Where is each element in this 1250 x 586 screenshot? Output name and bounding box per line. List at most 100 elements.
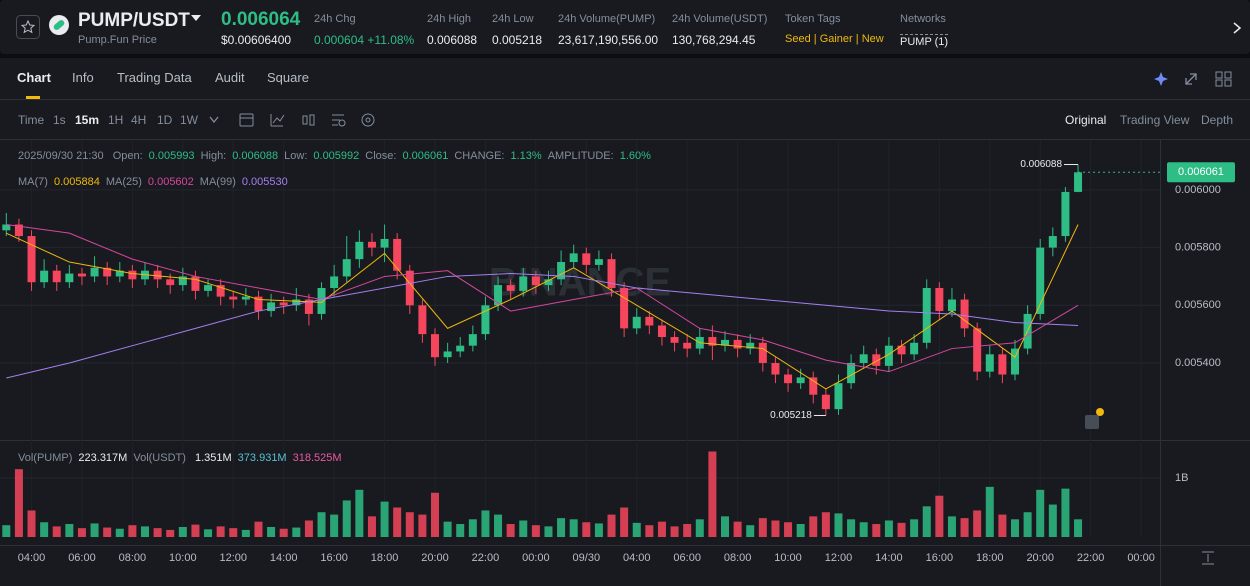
volume-bar xyxy=(393,507,402,537)
candle-body xyxy=(481,305,490,335)
candle-body xyxy=(935,287,944,312)
chart-tools[interactable] xyxy=(1152,70,1242,88)
info-date: 2025/09/30 21:30 xyxy=(18,150,104,162)
volume-bar xyxy=(1036,489,1045,537)
candle-body xyxy=(443,351,452,358)
candle-body xyxy=(897,345,906,355)
interval[interactable]: 1W xyxy=(180,113,198,127)
volume-bar xyxy=(267,526,276,537)
tab[interactable]: Trading Data xyxy=(117,70,192,85)
pair-name[interactable]: PUMP/USDT xyxy=(78,10,190,31)
chart: BINANCE 0.005400 0.005600 0.005800 0.006000… xyxy=(0,140,1250,586)
candle-body xyxy=(758,342,767,363)
x-tick-label: 00:00 xyxy=(1127,552,1155,564)
info-value: 0.006061 xyxy=(402,150,449,162)
stat-label: 24h Chg xyxy=(314,13,356,25)
interval[interactable]: Time xyxy=(18,113,45,127)
favorite-button[interactable] xyxy=(16,15,40,39)
candle-body xyxy=(594,259,603,265)
volume-bar xyxy=(52,526,61,537)
pair-dropdown[interactable] xyxy=(191,15,201,23)
candle-body xyxy=(985,354,994,372)
volume-bar xyxy=(27,510,36,537)
x-tick-label: 18:00 xyxy=(976,552,1004,564)
x-tick-label: 12:00 xyxy=(219,552,247,564)
volume-bar xyxy=(758,518,767,537)
volume-bar xyxy=(103,527,112,537)
volume-bar xyxy=(683,524,692,537)
volume-bar xyxy=(166,529,175,537)
interval-active[interactable]: 15m xyxy=(75,113,100,127)
info-value: 0.006088 xyxy=(232,150,279,162)
x-tick-label: 08:00 xyxy=(119,552,147,564)
candle-body xyxy=(620,287,629,329)
toolbar-icons[interactable] xyxy=(208,111,378,129)
volume-bar xyxy=(531,525,540,537)
candle-body xyxy=(342,259,351,277)
volume-bar xyxy=(317,512,326,537)
subtitle[interactable]: Pump.Fun Price xyxy=(78,34,157,46)
alert-icon[interactable] xyxy=(1085,415,1099,429)
volume-bar xyxy=(14,469,23,537)
candle-body xyxy=(607,259,616,288)
volume-bar xyxy=(632,522,641,537)
view-active[interactable]: Original xyxy=(1065,113,1107,127)
x-tick-label: 09/30 xyxy=(573,552,601,564)
candle-body xyxy=(721,339,729,346)
tab-active[interactable]: Chart xyxy=(17,70,51,85)
interval[interactable]: 1H xyxy=(108,113,124,127)
y-tick-label: 0.005800 xyxy=(1175,242,1221,254)
x-tick-label: 22:00 xyxy=(1077,552,1105,564)
volume-bar xyxy=(141,526,149,537)
last-price: 0.006064 xyxy=(221,9,301,30)
x-tick-label: 22:00 xyxy=(472,552,500,564)
candle-body xyxy=(1074,172,1083,192)
vol-name: Vol(PUMP) xyxy=(18,452,73,464)
volume-bar xyxy=(1023,512,1032,537)
candle-body xyxy=(998,354,1007,375)
divider xyxy=(0,139,1250,140)
volume-bar xyxy=(733,521,742,537)
ma-name: MA(7) xyxy=(18,176,48,188)
view[interactable]: Trading View xyxy=(1120,113,1190,127)
x-tick-label: 14:00 xyxy=(875,552,903,564)
volume-bar xyxy=(279,528,288,537)
change-percent: +11.08% xyxy=(367,33,415,47)
volume-bar xyxy=(519,520,528,537)
candle-body xyxy=(657,325,666,338)
volume-bar xyxy=(569,519,578,537)
volume-bar xyxy=(872,524,881,537)
axis-reset[interactable] xyxy=(1202,551,1214,565)
x-tick-label: 18:00 xyxy=(371,552,399,564)
tag[interactable]: New xyxy=(861,33,884,45)
volume-bar xyxy=(998,514,1007,537)
info-value: 1.13% xyxy=(510,150,542,162)
view[interactable]: Depth xyxy=(1201,113,1234,127)
candle-body xyxy=(582,253,591,265)
interval[interactable]: 1s xyxy=(53,113,66,127)
candle-body xyxy=(531,276,540,286)
networks-value[interactable]: PUMP (1) xyxy=(900,34,949,48)
volume-bar xyxy=(216,526,225,537)
candle-body xyxy=(317,287,326,314)
tab[interactable]: Info xyxy=(72,70,94,85)
stat-value: 0.005218 xyxy=(492,33,543,47)
tab[interactable]: Square xyxy=(267,70,309,85)
candle-body xyxy=(90,267,99,277)
candle-body xyxy=(27,236,36,283)
tag[interactable]: Gainer xyxy=(819,33,853,45)
interval[interactable]: 4H xyxy=(131,113,147,127)
scroll-arrow[interactable] xyxy=(1232,22,1242,34)
stat-value: 0.006088 xyxy=(427,33,478,47)
tab[interactable]: Audit xyxy=(215,70,245,85)
candle-body xyxy=(1061,191,1070,237)
candle-body xyxy=(1036,247,1045,314)
interval[interactable]: 1D xyxy=(157,113,173,127)
y-tick-label: 0.005600 xyxy=(1175,299,1221,311)
x-tick-label: 10:00 xyxy=(774,552,802,564)
tag[interactable]: Seed xyxy=(785,33,811,45)
x-tick-label: 06:00 xyxy=(673,552,701,564)
volume-bar xyxy=(708,451,717,537)
volume-bar xyxy=(254,521,263,537)
info-value: 1.60% xyxy=(619,150,651,162)
